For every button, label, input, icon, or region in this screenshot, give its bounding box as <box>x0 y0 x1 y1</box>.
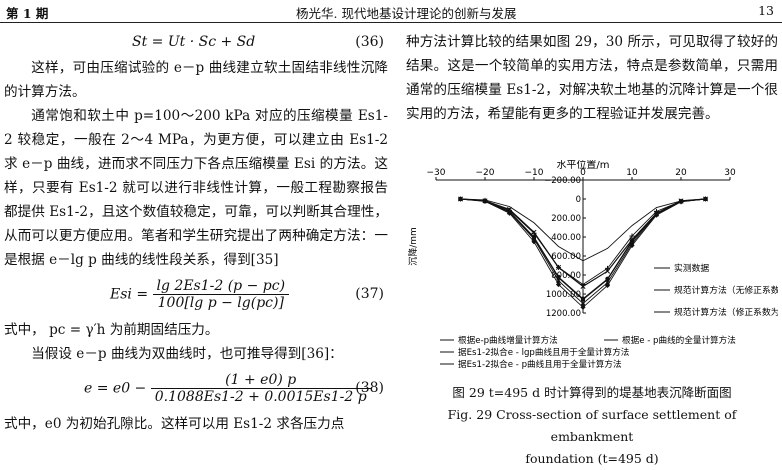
paragraph-5: 式中，e0 为初始孔隙比。这样可以用 Es1-2 求各压力点 <box>4 416 345 432</box>
issue-label: 第 1 期 <box>6 6 49 21</box>
right-paragraph-1: 种方法计算比较的结果如图 29，30 所示，可见取得了较好的结果。这是一个较简单… <box>406 34 778 122</box>
equation-36-number: (36) <box>355 34 384 50</box>
equation-38-fraction: (1 + e0) p 0.1088Es1-2 + 0.0015Es1-2 p <box>150 372 371 405</box>
paragraph-4: 当假设 e－p 曲线为双曲线时，也可推导得到[36]： <box>31 346 343 362</box>
top-axis-title: 水平位置/m <box>556 160 609 171</box>
series-6-point <box>604 282 611 289</box>
series-6-point <box>580 304 586 310</box>
series-7-point <box>458 197 463 201</box>
series-7-point <box>605 277 610 282</box>
paragraph-1: 这样，可由压缩试验的 e－p 曲线建立软土固结非线性沉降的计算方法。 <box>4 60 388 100</box>
settlement-chart: 水平位置/m沉降/mm−30 −20 −10 0 10 20 30−200.000200.0… <box>407 158 782 370</box>
series-line-2 <box>460 198 706 262</box>
legend-label-4: 根据e-p曲线增量计算方法 <box>458 334 558 346</box>
figure-caption-en-line-2: foundation (t=495 d) <box>525 451 659 466</box>
series-7-point <box>532 235 536 240</box>
x-tick-label: 10 <box>626 168 638 178</box>
equation-38-denominator: 0.1088Es1-2 + 0.0015Es1-2 p <box>154 389 367 405</box>
equation-37-fraction: lg 2Es1-2 (p − pc) 100[lg p − lg(pc)] <box>152 278 290 311</box>
equation-38-number: (38) <box>355 380 384 396</box>
equation-37: Esi = lg 2Es1-2 (p − pc) 100[lg p − lg(p… <box>4 272 388 318</box>
equation-36: St = Ut · Sc + Sd (36) <box>4 30 388 56</box>
right-column: 种方法计算比较的结果如图 29，30 所示，可见取得了较好的结果。这是一个较简单… <box>406 30 778 126</box>
series-7-point <box>507 209 512 214</box>
legend-label-6: 据Es1-2拟合e - lgp曲线且用于全量计算方法 <box>458 346 630 358</box>
paragraph-2: 通常饱和软土中 p=100～200 kPa 对应的压缩模量 Es1-2 较稳定，… <box>4 108 388 268</box>
equation-38: e = e0 − (1 + e0) p 0.1088Es1-2 + 0.0015… <box>4 366 388 412</box>
running-title: 杨光华. 现代地基设计理论的创新与发展 <box>296 6 517 21</box>
equation-36-body: St = Ut · Sc + Sd <box>132 34 256 50</box>
y-tick-label: 400.00 <box>551 233 581 243</box>
y-tick-label: −200.00 <box>544 176 581 186</box>
page-number: 13 <box>758 3 774 18</box>
figure-caption-en: Fig. 29 Cross-section of surface settlem… <box>406 404 778 470</box>
equation-38-numerator: (1 + e0) p <box>150 372 371 389</box>
equation-38-lhs: e = e0 − <box>84 380 147 397</box>
legend-label-1: 实测数据 <box>674 262 709 274</box>
y-tick-label: 800.00 <box>551 271 581 281</box>
series-7-point <box>703 197 708 201</box>
equation-37-numerator: lg 2Es1-2 (p − pc) <box>152 278 290 295</box>
left-column: St = Ut · Sc + Sd (36) 这样，可由压缩试验的 e－p 曲线… <box>4 30 388 436</box>
series-6-point <box>555 281 562 288</box>
y-tick-label: 0 <box>576 195 581 205</box>
y-tick-label: 200.00 <box>551 214 581 224</box>
x-tick-label: −10 <box>525 168 544 178</box>
equation-37-denominator: 100[lg p − lg(pc)] <box>157 295 284 311</box>
y-tick-label: 600.00 <box>551 252 581 262</box>
series-7-point <box>654 211 659 216</box>
equation-37-lhs: Esi = <box>110 286 149 303</box>
left-axis-title: 沉降/mm <box>407 227 419 266</box>
series-4-point <box>580 300 586 306</box>
y-tick-label: 1200.00 <box>546 309 581 319</box>
legend-label-7: 据Es1-2拟合e - p曲线且用于全量计算方法 <box>458 358 622 370</box>
x-tick-label: 0 <box>580 168 586 178</box>
x-tick-label: 20 <box>675 168 687 178</box>
legend-label-5: 根据e - p曲线的全量计算方法 <box>622 334 736 346</box>
x-tick-label: −30 <box>427 168 446 178</box>
paragraph-3: 式中， pc = γ′h 为前期固结压力。 <box>4 322 219 338</box>
x-tick-label: −20 <box>476 168 495 178</box>
figure-caption-en-line-1: Fig. 29 Cross-section of surface settlem… <box>447 407 737 444</box>
x-tick-label: 30 <box>724 168 736 178</box>
page-header: 第 1 期 杨光华. 现代地基设计理论的创新与发展 13 <box>0 0 782 23</box>
series-7-point <box>556 275 561 280</box>
series-7-point <box>630 239 634 244</box>
equation-37-number: (37) <box>355 286 384 302</box>
legend-label-3: 规范计算方法（修正系数为1.4） <box>674 306 778 318</box>
series-7-point <box>581 297 585 302</box>
series-7-point <box>483 198 487 203</box>
y-tick-label: 1000.00 <box>546 290 581 300</box>
figure-caption-cn: 图 29 t=495 d 时计算得到的堤基地表沉降断面图 <box>452 385 732 400</box>
figure-29: 水平位置/m 沉降/mm −30 −20 −10 0 10 20 30 −200.00 0 200.0… <box>406 158 782 380</box>
series-7-point <box>679 199 683 204</box>
series-1-point <box>604 268 611 274</box>
legend-label-2: 规范计算方法（无修正系数） <box>674 284 778 296</box>
